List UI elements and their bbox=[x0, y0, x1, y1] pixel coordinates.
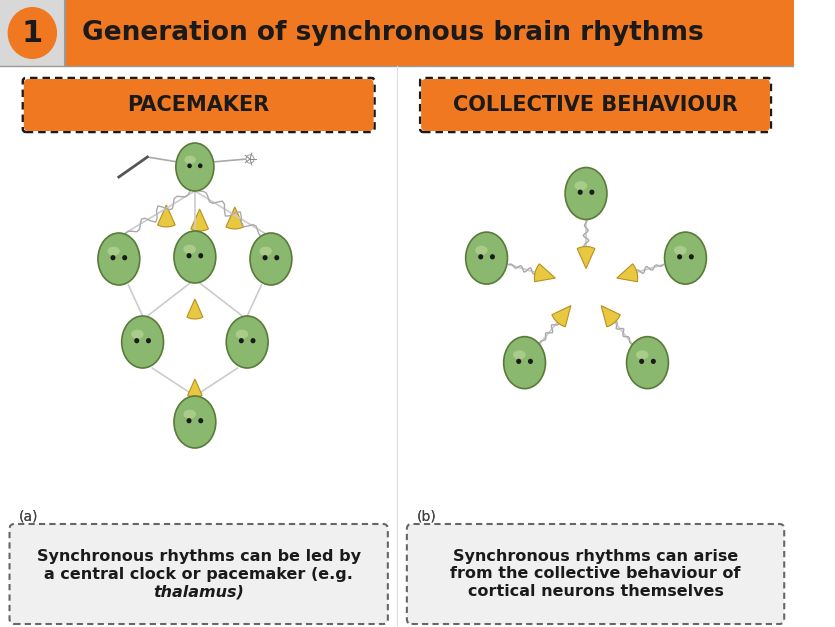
Ellipse shape bbox=[235, 330, 248, 339]
Polygon shape bbox=[187, 299, 203, 319]
Text: thalamus): thalamus) bbox=[154, 584, 244, 599]
FancyBboxPatch shape bbox=[421, 79, 770, 131]
Circle shape bbox=[528, 359, 533, 364]
Circle shape bbox=[478, 254, 483, 260]
Text: Generation of synchronous brain rhythms: Generation of synchronous brain rhythms bbox=[82, 20, 704, 46]
Polygon shape bbox=[191, 209, 209, 231]
Circle shape bbox=[8, 7, 57, 59]
Text: a central clock or pacemaker (e.g.: a central clock or pacemaker (e.g. bbox=[44, 567, 353, 581]
Circle shape bbox=[250, 338, 256, 344]
Ellipse shape bbox=[174, 396, 215, 448]
Text: (b): (b) bbox=[417, 510, 436, 524]
FancyBboxPatch shape bbox=[0, 0, 64, 66]
Text: COLLECTIVE BEHAVIOUR: COLLECTIVE BEHAVIOUR bbox=[453, 95, 738, 115]
Text: (a): (a) bbox=[19, 510, 38, 524]
Ellipse shape bbox=[665, 232, 706, 284]
Ellipse shape bbox=[565, 167, 607, 219]
Circle shape bbox=[246, 155, 254, 163]
Ellipse shape bbox=[122, 316, 164, 368]
Circle shape bbox=[110, 255, 115, 260]
Ellipse shape bbox=[184, 409, 196, 419]
Polygon shape bbox=[601, 305, 620, 327]
Ellipse shape bbox=[626, 337, 668, 389]
Ellipse shape bbox=[674, 246, 686, 255]
FancyBboxPatch shape bbox=[23, 79, 373, 131]
Text: cortical neurons themselves: cortical neurons themselves bbox=[468, 584, 723, 599]
Circle shape bbox=[490, 254, 495, 260]
Circle shape bbox=[650, 359, 655, 364]
Ellipse shape bbox=[185, 155, 196, 164]
Circle shape bbox=[578, 189, 583, 195]
Ellipse shape bbox=[475, 246, 488, 255]
Polygon shape bbox=[158, 205, 175, 227]
FancyBboxPatch shape bbox=[0, 66, 794, 627]
Circle shape bbox=[186, 253, 191, 258]
Ellipse shape bbox=[636, 350, 649, 359]
FancyBboxPatch shape bbox=[64, 0, 794, 66]
Circle shape bbox=[198, 253, 203, 258]
Ellipse shape bbox=[574, 181, 587, 190]
Circle shape bbox=[198, 164, 203, 168]
Circle shape bbox=[262, 255, 267, 260]
Text: Synchronous rhythms can be led by: Synchronous rhythms can be led by bbox=[37, 549, 361, 564]
Ellipse shape bbox=[131, 330, 144, 339]
Polygon shape bbox=[188, 379, 202, 397]
Circle shape bbox=[239, 338, 244, 344]
Ellipse shape bbox=[250, 233, 292, 285]
Ellipse shape bbox=[504, 337, 545, 389]
Circle shape bbox=[186, 418, 191, 423]
Polygon shape bbox=[534, 264, 555, 282]
Circle shape bbox=[134, 338, 139, 344]
Text: from the collective behaviour of: from the collective behaviour of bbox=[450, 567, 741, 581]
Text: 1: 1 bbox=[22, 19, 43, 48]
Ellipse shape bbox=[513, 350, 525, 359]
Circle shape bbox=[198, 418, 203, 423]
Text: (a): (a) bbox=[19, 510, 38, 524]
FancyBboxPatch shape bbox=[407, 524, 784, 624]
Ellipse shape bbox=[108, 246, 120, 256]
Ellipse shape bbox=[176, 143, 214, 191]
Ellipse shape bbox=[174, 231, 215, 283]
Circle shape bbox=[187, 164, 192, 168]
Text: (b): (b) bbox=[417, 510, 436, 524]
Polygon shape bbox=[577, 246, 595, 268]
Polygon shape bbox=[552, 305, 571, 327]
Polygon shape bbox=[617, 264, 638, 282]
Circle shape bbox=[516, 359, 521, 364]
Ellipse shape bbox=[260, 246, 272, 256]
Text: Synchronous rhythms can arise: Synchronous rhythms can arise bbox=[453, 549, 738, 564]
Ellipse shape bbox=[466, 232, 508, 284]
Circle shape bbox=[146, 338, 151, 344]
Circle shape bbox=[639, 359, 644, 364]
Ellipse shape bbox=[184, 245, 196, 254]
FancyBboxPatch shape bbox=[23, 78, 375, 132]
FancyBboxPatch shape bbox=[420, 78, 771, 132]
Text: PACEMAKER: PACEMAKER bbox=[128, 95, 270, 115]
Polygon shape bbox=[226, 207, 244, 229]
Circle shape bbox=[677, 254, 682, 260]
Circle shape bbox=[590, 189, 595, 195]
Ellipse shape bbox=[226, 316, 268, 368]
Circle shape bbox=[274, 255, 279, 260]
Circle shape bbox=[689, 254, 694, 260]
FancyBboxPatch shape bbox=[9, 524, 387, 624]
Ellipse shape bbox=[98, 233, 139, 285]
Circle shape bbox=[122, 255, 127, 260]
